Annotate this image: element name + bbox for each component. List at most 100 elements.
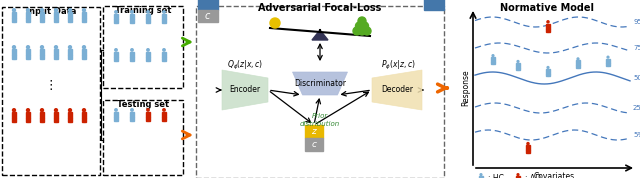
Bar	[70, 56, 72, 59]
Bar	[26, 12, 30, 19]
Bar	[12, 49, 17, 56]
Circle shape	[360, 22, 369, 30]
Text: Discriminator: Discriminator	[294, 79, 346, 88]
Text: 50%: 50%	[633, 75, 640, 81]
Bar	[493, 62, 495, 64]
Bar	[114, 19, 116, 23]
Bar	[116, 117, 118, 121]
Circle shape	[130, 108, 134, 112]
Text: $z$: $z$	[310, 127, 317, 136]
Bar	[516, 176, 520, 178]
Text: Normative Model: Normative Model	[499, 3, 593, 13]
Circle shape	[12, 108, 16, 112]
Bar	[15, 56, 17, 59]
Bar	[82, 19, 84, 22]
Circle shape	[114, 108, 118, 112]
Circle shape	[68, 8, 72, 12]
Bar	[12, 112, 17, 119]
Circle shape	[54, 108, 58, 112]
Bar	[68, 19, 70, 22]
Bar	[103, 100, 183, 175]
Bar	[547, 69, 550, 74]
Text: 75%: 75%	[633, 45, 640, 51]
Text: ⋮: ⋮	[45, 78, 57, 91]
Bar	[54, 112, 58, 119]
Bar	[70, 19, 72, 22]
Circle shape	[82, 45, 86, 49]
Bar	[114, 57, 116, 61]
Bar	[529, 150, 530, 153]
Bar	[40, 119, 42, 122]
Circle shape	[547, 20, 550, 23]
Bar	[84, 56, 86, 59]
Bar	[40, 56, 42, 59]
Text: Adversarial Focal-Loss: Adversarial Focal-Loss	[259, 3, 381, 13]
Bar	[114, 117, 116, 121]
Bar	[42, 56, 44, 59]
Bar	[130, 117, 132, 121]
Circle shape	[40, 8, 44, 12]
Bar	[26, 119, 28, 122]
Bar	[40, 12, 44, 19]
Circle shape	[26, 108, 30, 112]
Bar	[132, 57, 134, 61]
Bar	[82, 112, 86, 119]
Circle shape	[353, 27, 361, 35]
Circle shape	[130, 10, 134, 14]
Circle shape	[146, 48, 150, 52]
Bar	[132, 19, 134, 23]
Bar	[26, 19, 28, 22]
Circle shape	[40, 108, 44, 112]
Bar	[198, 10, 218, 22]
Bar	[12, 56, 13, 59]
Bar	[56, 119, 58, 122]
Text: Prior
distribution: Prior distribution	[300, 114, 340, 127]
Bar	[196, 6, 444, 178]
Circle shape	[146, 108, 150, 112]
Text: : AD: : AD	[525, 174, 541, 178]
Text: 5%: 5%	[633, 132, 640, 138]
Bar	[28, 56, 30, 59]
Bar	[479, 176, 483, 178]
Text: : HC: : HC	[488, 174, 504, 178]
Bar	[518, 67, 520, 70]
Text: Decoder: Decoder	[381, 85, 413, 95]
Bar	[546, 23, 550, 28]
Bar	[40, 112, 44, 119]
Bar	[132, 117, 134, 121]
Bar	[148, 57, 150, 61]
Bar	[576, 60, 580, 65]
Circle shape	[114, 48, 118, 52]
Bar	[2, 7, 100, 175]
Bar	[609, 63, 610, 66]
Circle shape	[526, 142, 530, 145]
Bar	[28, 19, 30, 22]
Text: $P_\phi(x|z, c)$: $P_\phi(x|z, c)$	[381, 58, 415, 72]
Circle shape	[40, 45, 44, 49]
Bar	[492, 57, 495, 62]
Bar	[146, 112, 150, 117]
Circle shape	[492, 54, 495, 57]
Polygon shape	[372, 70, 422, 110]
Circle shape	[130, 48, 134, 52]
Bar	[162, 57, 164, 61]
Circle shape	[12, 8, 16, 12]
Bar	[146, 14, 150, 19]
Bar	[148, 19, 150, 23]
Circle shape	[162, 48, 166, 52]
Circle shape	[516, 60, 520, 63]
Circle shape	[479, 173, 483, 176]
Bar	[548, 28, 550, 32]
Bar	[305, 138, 323, 151]
Bar	[82, 12, 86, 19]
Text: $c$: $c$	[310, 140, 317, 149]
Bar	[162, 112, 166, 117]
Bar	[114, 14, 118, 19]
Bar	[305, 125, 323, 138]
Text: 25%: 25%	[633, 105, 640, 111]
Bar	[26, 112, 30, 119]
Circle shape	[577, 57, 580, 60]
Bar	[546, 28, 548, 32]
Bar	[526, 150, 527, 153]
Bar	[162, 52, 166, 57]
